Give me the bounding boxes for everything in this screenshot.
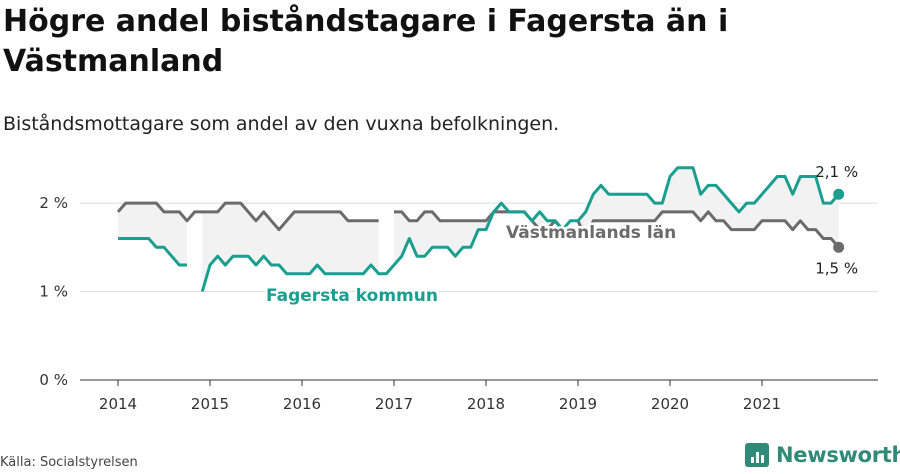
series-line-fagersta (118, 237, 187, 267)
gap-band (118, 203, 187, 265)
series-label-lan: Västmanlands län (506, 223, 676, 243)
end-label-fagersta: 2,1 % (815, 163, 858, 181)
source-note: Källa: Socialstyrelsen (0, 455, 138, 470)
gap-band (578, 167, 839, 248)
x-tick-label: 2019 (559, 395, 597, 413)
y-tick-label: 1 % (39, 283, 68, 301)
x-tick-label: 2015 (191, 395, 229, 413)
end-label-lan: 1,5 % (815, 259, 858, 277)
chart-subtitle: Biståndsmottagare som andel av den vuxna… (3, 113, 560, 135)
y-tick-label: 2 % (39, 194, 68, 212)
series-line-fagersta (200, 166, 840, 292)
series-line-lan (394, 210, 564, 232)
end-point-lan (833, 241, 845, 253)
y-tick-label: 0 % (39, 371, 68, 389)
x-tick-label: 2014 (99, 395, 137, 413)
series-line-lan (576, 210, 840, 249)
end-point-fagersta (833, 188, 845, 200)
x-tick-label: 2018 (467, 395, 505, 413)
gap-band (202, 203, 379, 292)
x-tick-label: 2017 (375, 395, 413, 413)
chart-title: Högre andel biståndstagare i Fagersta än… (3, 4, 729, 79)
series-label-fagersta: Fagersta kommun (266, 286, 438, 306)
newsworthy-bars-icon (745, 443, 769, 467)
brand-logo: Newsworthy (745, 443, 900, 467)
brand-name: Newsworthy (776, 443, 900, 467)
series-line-lan (116, 201, 379, 232)
x-tick-label: 2021 (743, 395, 781, 413)
x-tick-label: 2016 (283, 395, 321, 413)
x-tick-label: 2020 (651, 395, 689, 413)
